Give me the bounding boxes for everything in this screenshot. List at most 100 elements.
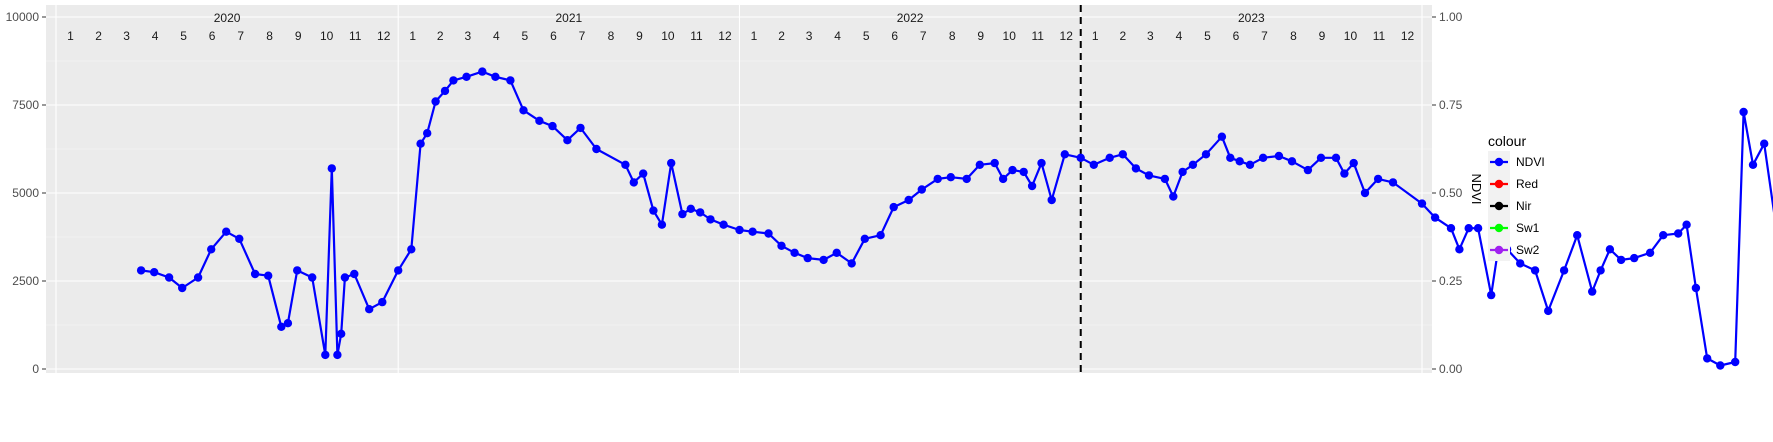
data-point-ndvi bbox=[819, 255, 828, 265]
month-label: 9 bbox=[977, 29, 984, 43]
data-point-ndvi bbox=[193, 273, 203, 282]
data-point-ndvi bbox=[975, 160, 984, 169]
data-point-ndvi bbox=[1008, 165, 1017, 175]
legend-item-nir: Nir bbox=[1488, 195, 1531, 217]
data-point-ndvi bbox=[1691, 283, 1701, 293]
data-point-ndvi bbox=[1573, 231, 1582, 240]
y-tick-label: 2500 bbox=[12, 274, 39, 288]
data-point-ndvi bbox=[1287, 157, 1297, 166]
month-label: 1 bbox=[67, 29, 74, 43]
data-point-ndvi bbox=[440, 86, 450, 96]
data-point-ndvi bbox=[649, 206, 658, 215]
month-label: 5 bbox=[863, 29, 870, 43]
data-point-ndvi bbox=[1682, 220, 1691, 229]
month-label: 2 bbox=[1119, 29, 1126, 43]
year-label: 2022 bbox=[897, 11, 924, 25]
data-point-ndvi bbox=[1388, 178, 1398, 187]
data-point-ndvi bbox=[1160, 174, 1170, 184]
month-label: 7 bbox=[237, 29, 244, 43]
data-point-ndvi bbox=[629, 178, 638, 187]
data-point-ndvi bbox=[1274, 151, 1284, 161]
legend-key-point bbox=[1494, 179, 1504, 189]
data-point-ndvi bbox=[1235, 157, 1244, 166]
data-point-ndvi bbox=[933, 174, 942, 184]
y2-axis-title: NDVI bbox=[1469, 173, 1484, 204]
data-point-ndvi bbox=[1037, 158, 1046, 168]
legend-label: Sw1 bbox=[1516, 221, 1540, 235]
data-point-ndvi bbox=[1373, 174, 1383, 184]
data-point-ndvi bbox=[283, 319, 293, 328]
grid-lines bbox=[46, 5, 1432, 373]
data-point-ndvi bbox=[657, 220, 667, 229]
month-label: 9 bbox=[636, 29, 643, 43]
data-point-ndvi bbox=[1417, 199, 1427, 208]
data-point-ndvi bbox=[535, 116, 544, 126]
data-point-ndvi bbox=[1089, 160, 1099, 169]
month-label: 10 bbox=[661, 29, 675, 43]
month-label: 3 bbox=[806, 29, 813, 43]
data-point-ndvi bbox=[667, 158, 676, 168]
series-ndvi bbox=[136, 67, 1773, 370]
series-group bbox=[136, 67, 1773, 370]
data-point-ndvi bbox=[1645, 248, 1655, 257]
data-point-ndvi bbox=[491, 72, 500, 82]
legend-key-point bbox=[1494, 245, 1504, 255]
month-label: 1 bbox=[1092, 29, 1099, 43]
legend-label: NDVI bbox=[1516, 155, 1545, 169]
data-point-ndvi bbox=[1245, 160, 1255, 169]
legend-items: NDVI Red Nir Sw1 Sw2 bbox=[1488, 151, 1545, 261]
data-point-ndvi bbox=[506, 76, 515, 85]
legend: colour NDVI Red Nir Sw1 Sw2 bbox=[1488, 133, 1545, 261]
data-point-ndvi bbox=[235, 234, 244, 243]
data-point-ndvi bbox=[136, 266, 146, 275]
data-point-ndvi bbox=[889, 202, 898, 212]
month-label: 12 bbox=[377, 29, 391, 43]
data-point-ndvi bbox=[1217, 132, 1227, 141]
legend-item-sw2: Sw2 bbox=[1488, 239, 1540, 261]
data-point-ndvi bbox=[1027, 181, 1037, 191]
data-point-ndvi bbox=[1739, 107, 1748, 117]
data-point-ndvi bbox=[1473, 224, 1483, 233]
month-label: 7 bbox=[920, 29, 927, 43]
legend-label: Red bbox=[1516, 177, 1538, 191]
data-point-ndvi bbox=[1516, 259, 1525, 268]
data-point-ndvi bbox=[1019, 167, 1028, 177]
y-axis-left: 0 2500 5000 7500 10000 bbox=[6, 10, 46, 376]
data-point-ndvi bbox=[1530, 266, 1540, 275]
data-point-ndvi bbox=[1446, 224, 1456, 233]
data-point-ndvi bbox=[1716, 361, 1725, 370]
legend-title: colour bbox=[1488, 133, 1526, 149]
data-point-ndvi bbox=[250, 269, 260, 279]
data-point-ndvi bbox=[1616, 255, 1626, 265]
data-point-ndvi bbox=[333, 350, 342, 360]
month-label: 8 bbox=[1290, 29, 1297, 43]
month-label: 5 bbox=[522, 29, 529, 43]
data-point-ndvi bbox=[1659, 231, 1668, 240]
data-point-ndvi bbox=[1258, 153, 1268, 162]
month-label: 2 bbox=[437, 29, 444, 43]
month-label: 10 bbox=[1344, 29, 1358, 43]
data-point-ndvi bbox=[735, 225, 744, 235]
month-label: 4 bbox=[834, 29, 841, 43]
month-label: 2 bbox=[778, 29, 785, 43]
y-tick-label: 10000 bbox=[6, 10, 40, 24]
legend-label: Sw2 bbox=[1516, 243, 1540, 257]
y-tick-label: 0 bbox=[32, 362, 39, 376]
month-label: 3 bbox=[1147, 29, 1154, 43]
year-label: 2020 bbox=[214, 11, 241, 25]
month-label: 10 bbox=[1003, 29, 1017, 43]
month-label: 1 bbox=[409, 29, 416, 43]
month-label: 11 bbox=[1031, 29, 1044, 43]
month-label: 3 bbox=[465, 29, 472, 43]
month-label: 12 bbox=[1401, 29, 1415, 43]
month-label: 9 bbox=[1319, 29, 1326, 43]
data-point-ndvi bbox=[998, 174, 1008, 184]
data-point-ndvi bbox=[1455, 245, 1464, 254]
data-point-ndvi bbox=[1316, 153, 1326, 162]
legend-label: Nir bbox=[1516, 199, 1531, 213]
month-label: 1 bbox=[751, 29, 758, 43]
data-point-ndvi bbox=[719, 220, 728, 229]
month-label: 4 bbox=[152, 29, 159, 43]
data-point-ndvi bbox=[1360, 188, 1370, 198]
